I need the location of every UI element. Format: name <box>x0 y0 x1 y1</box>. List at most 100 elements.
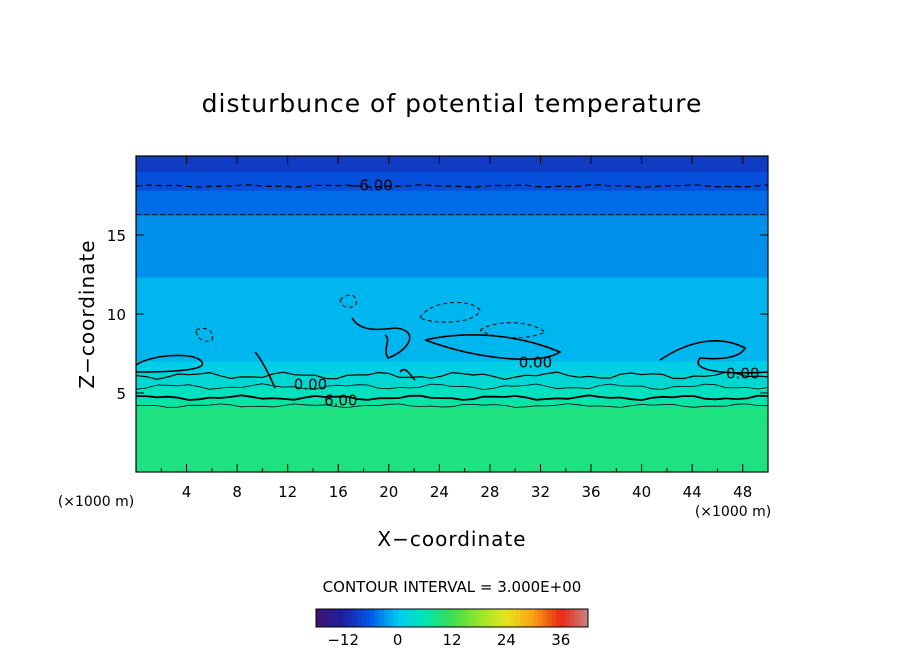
fill-layer <box>136 399 768 408</box>
colorbar-cell <box>402 609 408 627</box>
contour-line <box>136 354 204 373</box>
colorbar-cell <box>510 609 516 627</box>
colorbar <box>315 608 589 628</box>
colorbar-cell <box>520 609 525 627</box>
fill-layer <box>136 216 768 279</box>
colorbar-cell <box>411 609 417 627</box>
colorbar-cell <box>393 609 398 627</box>
fill-layer <box>136 374 768 388</box>
colorbar-cell <box>560 609 566 627</box>
colorbar-tick-label: 12 <box>442 631 461 649</box>
colorbar-cell <box>347 609 353 627</box>
x-tick-label: 4 <box>182 483 192 501</box>
contour-line <box>339 294 357 308</box>
colorbar-cell <box>438 609 444 627</box>
y-tick-label: 10 <box>107 306 126 324</box>
contour-features <box>136 294 768 389</box>
colorbar-cell <box>320 609 326 627</box>
colorbar-cell <box>442 609 448 627</box>
contour-label: 0.00 <box>294 376 327 394</box>
colorbar-cell <box>361 609 367 627</box>
fill-layer <box>136 407 768 472</box>
colorbar-tick-label: 24 <box>497 631 516 649</box>
colorbar-cell <box>547 609 553 627</box>
x-tick-label: 48 <box>733 483 752 501</box>
contour-line <box>254 351 416 389</box>
colorbar-cell <box>524 609 530 627</box>
colorbar-cell <box>420 609 426 627</box>
colorbar-cell <box>316 609 321 627</box>
x-tick-label: 40 <box>632 483 651 501</box>
x-unit-right: (×1000 m) <box>695 504 771 520</box>
colorbar-cell <box>384 609 389 627</box>
colorbar-cell <box>415 609 421 627</box>
fill-layer <box>136 190 768 217</box>
color-fill-layers <box>136 156 768 472</box>
colorbar-cell <box>343 609 349 627</box>
colorbar-cell <box>461 609 466 627</box>
x-tick-label: 20 <box>379 483 398 501</box>
contour-label: −6.00 <box>347 176 393 194</box>
colorbar-cell <box>456 609 462 627</box>
colorbar-cell <box>452 609 457 627</box>
colorbar-tick-label: −12 <box>327 631 359 649</box>
plot-area: −6.000.006.000.000.00 4 8 12 16 20 24 28 32 36 40… <box>107 155 769 501</box>
colorbar-cell <box>515 609 521 627</box>
colorbar-cell <box>583 609 589 627</box>
contour-line <box>136 184 768 188</box>
colorbar-cell <box>424 609 430 627</box>
colorbar-cell <box>538 609 544 627</box>
colorbar-ticks: −12 0 12 24 36 <box>327 631 570 649</box>
x-axis-label: X−coordinate <box>377 527 526 551</box>
colorbar-cell <box>338 609 344 627</box>
x-tick-label: 12 <box>278 483 297 501</box>
colorbar-cell <box>447 609 453 627</box>
contour-line <box>136 383 768 391</box>
contour-label: 0.00 <box>726 364 759 382</box>
contour-line <box>351 317 411 359</box>
colorbar-cell <box>406 609 412 627</box>
contour-labels: −6.000.006.000.000.00 <box>294 176 760 409</box>
contour-lines <box>136 184 768 409</box>
contour-line <box>136 371 768 381</box>
x-tick-label: 32 <box>531 483 550 501</box>
colorbar-cell <box>533 609 539 627</box>
colorbar-cell <box>492 609 498 627</box>
colorbar-tick-label: 0 <box>393 631 403 649</box>
colorbar-cell <box>334 609 340 627</box>
colorbar-cell <box>429 609 435 627</box>
contour-line <box>136 394 768 402</box>
y-tick-label: 5 <box>116 385 126 403</box>
y-tick-label: 15 <box>107 227 126 245</box>
contour-line <box>136 403 768 409</box>
colorbar-cell <box>470 609 476 627</box>
x-tick-label: 44 <box>683 483 702 501</box>
contour-line <box>419 301 481 323</box>
x-tick-label: 28 <box>480 483 499 501</box>
colorbar-cell <box>497 609 503 627</box>
colorbar-cell <box>379 609 385 627</box>
colorbar-cell <box>474 609 480 627</box>
colorbar-cell <box>565 609 571 627</box>
colorbar-cell <box>529 609 534 627</box>
colorbar-cell <box>574 609 580 627</box>
colorbar-cell <box>556 609 562 627</box>
contour-label: 0.00 <box>519 353 552 371</box>
colorbar-cell <box>388 609 394 627</box>
x-unit-left: (×1000 m) <box>58 494 134 510</box>
contour-line <box>659 340 768 374</box>
x-axis-ticks: 4 8 12 16 20 24 28 32 36 40 44 48 <box>160 156 752 501</box>
x-tick-label: 24 <box>430 483 449 501</box>
colorbar-cell <box>433 609 439 627</box>
contour-line <box>424 334 562 360</box>
colorbar-frame <box>315 608 589 628</box>
colorbar-cell <box>479 609 485 627</box>
fill-layer <box>136 361 768 375</box>
colorbar-tick-label: 36 <box>551 631 570 649</box>
contour-label: 6.00 <box>324 391 357 409</box>
colorbar-cell <box>352 609 358 627</box>
colorbar-cell <box>325 609 330 627</box>
contour-interval: CONTOUR INTERVAL = 3.000E+00 <box>323 578 582 596</box>
colorbar-cell <box>329 609 335 627</box>
